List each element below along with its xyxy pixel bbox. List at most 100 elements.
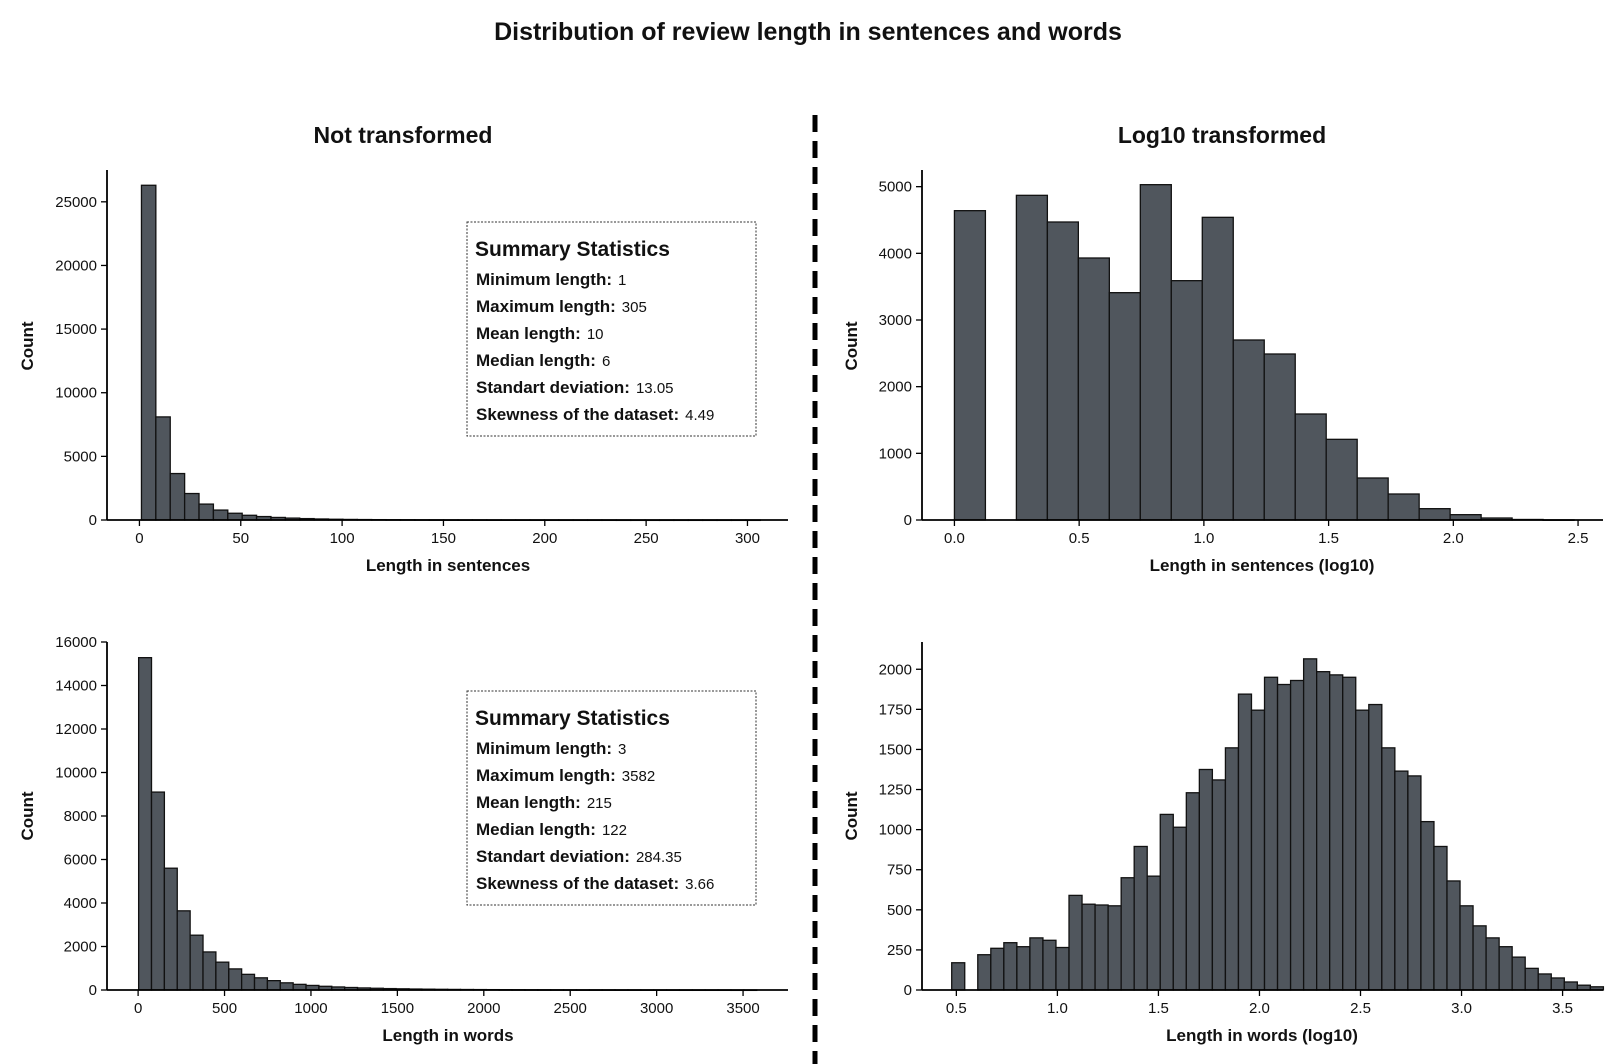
y-tick-label: 1750: [879, 701, 912, 718]
x-tick-label: 1.5: [1318, 530, 1339, 547]
y-tick-label: 500: [887, 902, 912, 919]
histogram-bar: [198, 503, 215, 521]
y-tick-label: 1250: [879, 782, 912, 799]
xlabel-words-raw: Length in words: [382, 1026, 513, 1045]
summary-row: Skewness of the dataset: 4.49: [476, 405, 714, 424]
histogram-bar: [1237, 693, 1253, 991]
x-tick-label: 0.5: [1069, 530, 1090, 547]
panel-sentences-raw: 0 50 100 150 200 250 300 0 5000 10000 15000 20000 25…: [18, 170, 788, 575]
x-tick-label: 3.0: [1451, 1000, 1472, 1017]
summary-box-sent: Summary Statistics Minimum length: 1 Maxi…: [466, 221, 757, 437]
x-tick-label: 0: [134, 1000, 142, 1017]
summary-row: Mean length: 215: [476, 793, 612, 812]
histogram-bar: [202, 951, 217, 991]
histogram-bar: [155, 416, 171, 521]
histogram-bar: [176, 910, 191, 991]
histogram-bar: [1081, 903, 1096, 991]
y-tick-label: 15000: [55, 321, 97, 338]
histogram-bar: [1094, 904, 1109, 991]
histogram-bar: [1232, 339, 1265, 521]
histogram-bar: [1108, 292, 1141, 521]
histogram-bar: [1294, 413, 1327, 521]
x-tick-label: 1500: [381, 1000, 414, 1017]
histogram-bar: [1046, 221, 1079, 521]
histogram-bar: [169, 472, 186, 521]
histogram-bar: [150, 791, 166, 991]
ticks-sent-raw: 0 50 100 150 200 250 300 0 5000 10000 15000 20000 25…: [55, 170, 788, 547]
summary-row: Maximum length: 3582: [476, 766, 655, 785]
x-tick-label: 1000: [294, 1000, 327, 1017]
histogram-bar: [1068, 894, 1083, 991]
column-title-right: Log10 transformed: [1118, 122, 1326, 148]
summary-row: Median length: 6: [476, 351, 610, 370]
x-tick-label: 1.0: [1193, 530, 1214, 547]
histogram-bar: [990, 947, 1005, 991]
ylabel-words-raw: Count: [18, 791, 37, 840]
histogram-bar: [1250, 709, 1266, 991]
histogram-bar: [1537, 973, 1552, 991]
histogram-bar: [1016, 946, 1031, 991]
histogram-bar: [266, 980, 281, 991]
x-tick-label: 2500: [554, 1000, 587, 1017]
histogram-bar: [1459, 905, 1474, 991]
histogram-bar: [163, 867, 178, 991]
histogram-bar: [1433, 845, 1448, 991]
histogram-bar: [1472, 925, 1487, 991]
summary-row: Standart deviation: 13.05: [476, 378, 674, 397]
histogram-bar: [1563, 981, 1578, 991]
bars-sent-log: [953, 184, 1575, 521]
histogram-bar: [1120, 877, 1135, 991]
xlabel-sent-log: Length in sentences (log10): [1150, 556, 1375, 575]
histogram-bar: [1159, 813, 1174, 991]
histogram-bar: [1107, 905, 1122, 991]
histogram-bar: [1420, 820, 1435, 991]
histogram-bar: [1407, 775, 1422, 991]
y-tick-label: 20000: [55, 257, 97, 274]
histogram-bar: [212, 509, 229, 521]
y-tick-label: 5000: [64, 448, 97, 465]
y-tick-label: 4000: [879, 245, 912, 262]
xlabel-words-log: Length in words (log10): [1166, 1026, 1358, 1045]
histogram-bar: [1263, 353, 1296, 521]
y-tick-label: 750: [887, 862, 912, 879]
histogram-bar: [953, 210, 987, 521]
histogram-bar: [1029, 937, 1044, 991]
histogram-bar: [1003, 942, 1018, 991]
histogram-bar: [1201, 216, 1234, 521]
y-tick-label: 2000: [64, 939, 97, 956]
x-tick-label: 2000: [467, 1000, 500, 1017]
x-tick-label: 2.5: [1568, 530, 1589, 547]
histogram-bar: [1077, 257, 1110, 521]
x-tick-label: 100: [330, 530, 355, 547]
histogram-bar: [215, 961, 230, 991]
histogram-bar: [137, 657, 153, 991]
y-tick-label: 12000: [55, 721, 97, 738]
histogram-bar: [1198, 768, 1214, 991]
x-tick-label: 250: [634, 530, 659, 547]
histogram-bar: [1133, 845, 1148, 991]
histogram-bar: [977, 954, 992, 991]
histogram-bar: [228, 968, 243, 991]
y-tick-label: 1500: [879, 741, 912, 758]
histogram-bar: [1185, 792, 1200, 991]
ticks-sent-log: 0.0 0.5 1.0 1.5 2.0 2.5 0 1000 2000 3000 4000 5000: [879, 170, 1603, 547]
ylabel-words-log: Count: [842, 791, 861, 840]
ticks-words-raw: 0 500 1000 1500 2000 2500 3000 3500 0 2000 4000 600…: [55, 634, 788, 1017]
histogram-bar: [1329, 674, 1344, 991]
histogram-bar: [1387, 493, 1420, 521]
x-tick-label: 0: [135, 530, 143, 547]
summary-box-frame: [466, 690, 757, 906]
y-tick-label: 1000: [879, 445, 912, 462]
summary-title: Summary Statistics: [475, 238, 670, 261]
y-tick-label: 250: [887, 942, 912, 959]
y-tick-label: 8000: [64, 808, 97, 825]
y-tick-label: 4000: [64, 895, 97, 912]
y-tick-label: 16000: [55, 634, 97, 651]
histogram-bar: [1224, 747, 1240, 991]
x-tick-label: 300: [735, 530, 760, 547]
summary-row: Maximum length: 305: [476, 297, 647, 316]
y-tick-label: 2000: [879, 379, 912, 396]
x-tick-label: 200: [532, 530, 557, 547]
histogram-bar: [240, 973, 256, 991]
bars-sent-raw: [140, 184, 761, 522]
